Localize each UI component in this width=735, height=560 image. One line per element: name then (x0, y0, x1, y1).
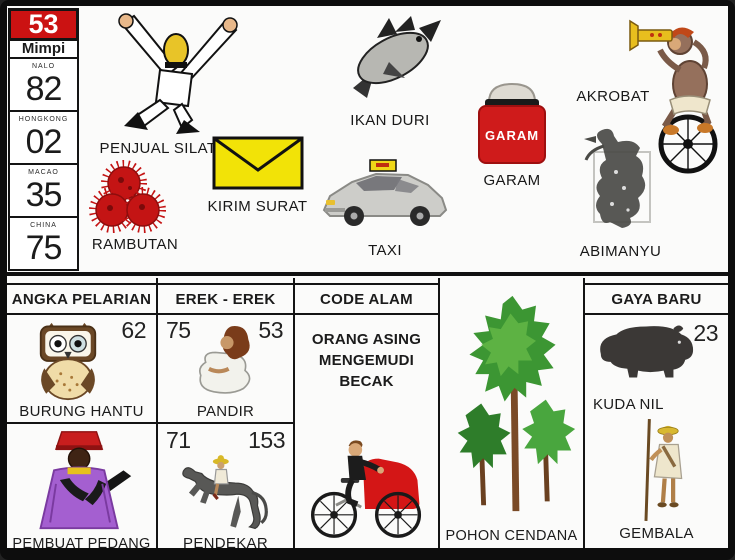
column-header: ANGKA PELARIAN (7, 283, 156, 315)
page-background (7, 6, 728, 548)
column-header: CODE ALAM (295, 283, 438, 315)
horse-rider-icon (182, 455, 268, 530)
cell-label: POHON CENDANA (445, 528, 578, 544)
item-caption: TAXI (368, 242, 402, 259)
dream-number: 53 (28, 9, 59, 39)
market-value: 82 (25, 70, 63, 108)
market-value: 02 (25, 123, 63, 161)
cell-number: 62 (121, 317, 146, 343)
code-alam-line: MENGEMUDI (318, 352, 415, 369)
item-caption: KIRIM SURAT (207, 198, 308, 215)
market-value: 35 (25, 176, 63, 214)
cell-number-right: 53 (258, 317, 283, 343)
item-caption: AKROBAT (576, 88, 650, 105)
item-caption: ABIMANYU (579, 243, 662, 260)
item-caption: IKAN DURI (350, 112, 430, 129)
item-caption: PENJUAL SILAT (99, 140, 217, 157)
column-angka-pelarian: ANGKA PELARIAN (7, 278, 158, 552)
cell-label: BURUNG HANTU (19, 403, 144, 420)
column-code-alam: CODE ALAM ORANG ASING MENGEMUDI BECAK (295, 278, 440, 548)
pedicab-icon (311, 440, 422, 538)
owl-icon (39, 322, 97, 401)
wayang-puppet-icon (584, 128, 651, 228)
column-gaya-baru: GAYA BARU 23 KUDA NIL GEMBALA (585, 278, 728, 548)
rambutan-icon (89, 160, 166, 233)
item-caption: RAMBUTAN (91, 236, 179, 253)
code-alam-line: BECAK (339, 373, 394, 390)
bottom-table: ANGKA PELARIAN (7, 278, 728, 552)
dream-label-box: Mimpi (8, 39, 79, 59)
fish-icon (353, 16, 441, 98)
code-alam-text: ORANG ASING MENGEMUDI BECAK (295, 329, 438, 392)
taxi-car-icon (322, 159, 448, 226)
garam-product-text: GARAM (485, 128, 539, 143)
market-value: 75 (25, 229, 63, 267)
cell-pendekar: 71 153 PENDEKAR (158, 424, 293, 554)
swordsmith-icon (39, 431, 132, 530)
column-erek-erek: EREK - EREK 75 53 PANDIR 71 153 (158, 278, 295, 552)
cell-label: PEMBUAT PEDANG (12, 536, 151, 552)
dream-number-badge: 53 (8, 8, 79, 41)
cell-pandir: 75 53 PANDIR (158, 315, 293, 424)
cell-number-right: 153 (248, 427, 285, 453)
cell-number-left: 71 (166, 427, 191, 453)
result-box-hongkong: HONGKONG 02 (8, 110, 79, 165)
column-header: GAYA BARU (585, 283, 728, 315)
market-name: CHINA (30, 222, 57, 229)
item-caption: GARAM (483, 172, 541, 189)
market-name: MACAO (28, 169, 59, 176)
seated-man-icon (199, 326, 251, 394)
salt-shaker-icon: GARAM (478, 82, 546, 164)
result-box-macao: MACAO 35 (8, 163, 79, 218)
cell-pembuat-pedang: PEMBUAT PEDANG (7, 424, 156, 554)
result-box-china: CHINA 75 (8, 216, 79, 271)
market-name: NALO (31, 63, 56, 70)
dream-label: Mimpi (21, 40, 66, 57)
envelope-icon (212, 136, 304, 190)
market-name: HONGKONG (18, 116, 69, 123)
column-pohon-cendana: POHON CENDANA (440, 278, 585, 548)
result-box-nalo: NALO 82 (8, 57, 79, 112)
cell-label: PENDEKAR (183, 535, 268, 552)
section-divider (7, 272, 728, 276)
cell-label: GEMBALA (619, 525, 694, 542)
column-header: EREK - EREK (158, 283, 293, 315)
hippo-icon (600, 325, 694, 378)
cell-number: 23 (693, 320, 718, 346)
cell-label: KUDA NIL (593, 396, 664, 413)
monkey-unicycle-icon (629, 19, 718, 174)
shepherd-icon (644, 419, 683, 521)
code-alam-line: ORANG ASING (311, 331, 422, 348)
martial-artist-icon (118, 13, 238, 134)
cell-burung-hantu: 62 BURUNG HANTU (7, 315, 156, 424)
cell-label: PANDIR (196, 403, 255, 420)
cell-number-left: 75 (166, 317, 191, 343)
tree-icon (457, 295, 576, 512)
